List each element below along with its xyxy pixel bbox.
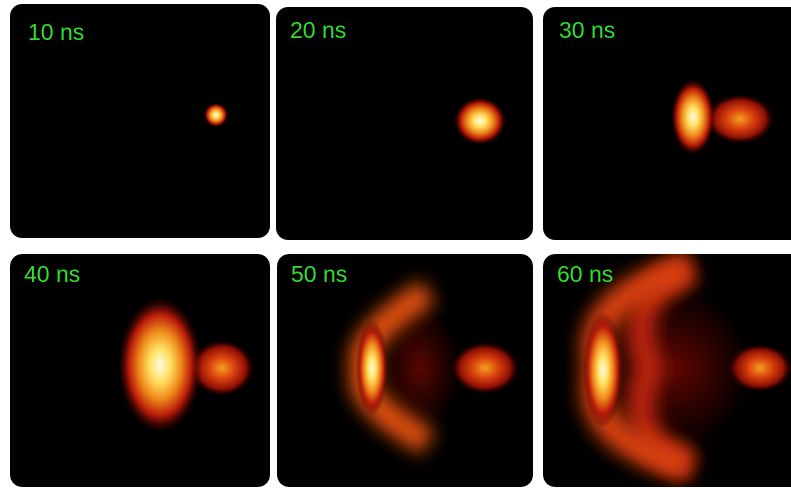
panel-label: 60 ns [557,261,613,287]
panel-label: 10 ns [28,19,84,45]
panel: 60 ns [543,254,791,487]
panel-label: 30 ns [559,17,615,43]
panel: 50 ns [277,254,533,487]
panel-label: 50 ns [291,261,347,287]
panel: 40 ns [10,254,270,487]
panel-label: 20 ns [290,17,346,43]
panel: 10 ns [10,4,270,238]
panel-label: 40 ns [24,261,80,287]
panel: 30 ns [543,7,791,240]
panel: 20 ns [276,7,533,240]
